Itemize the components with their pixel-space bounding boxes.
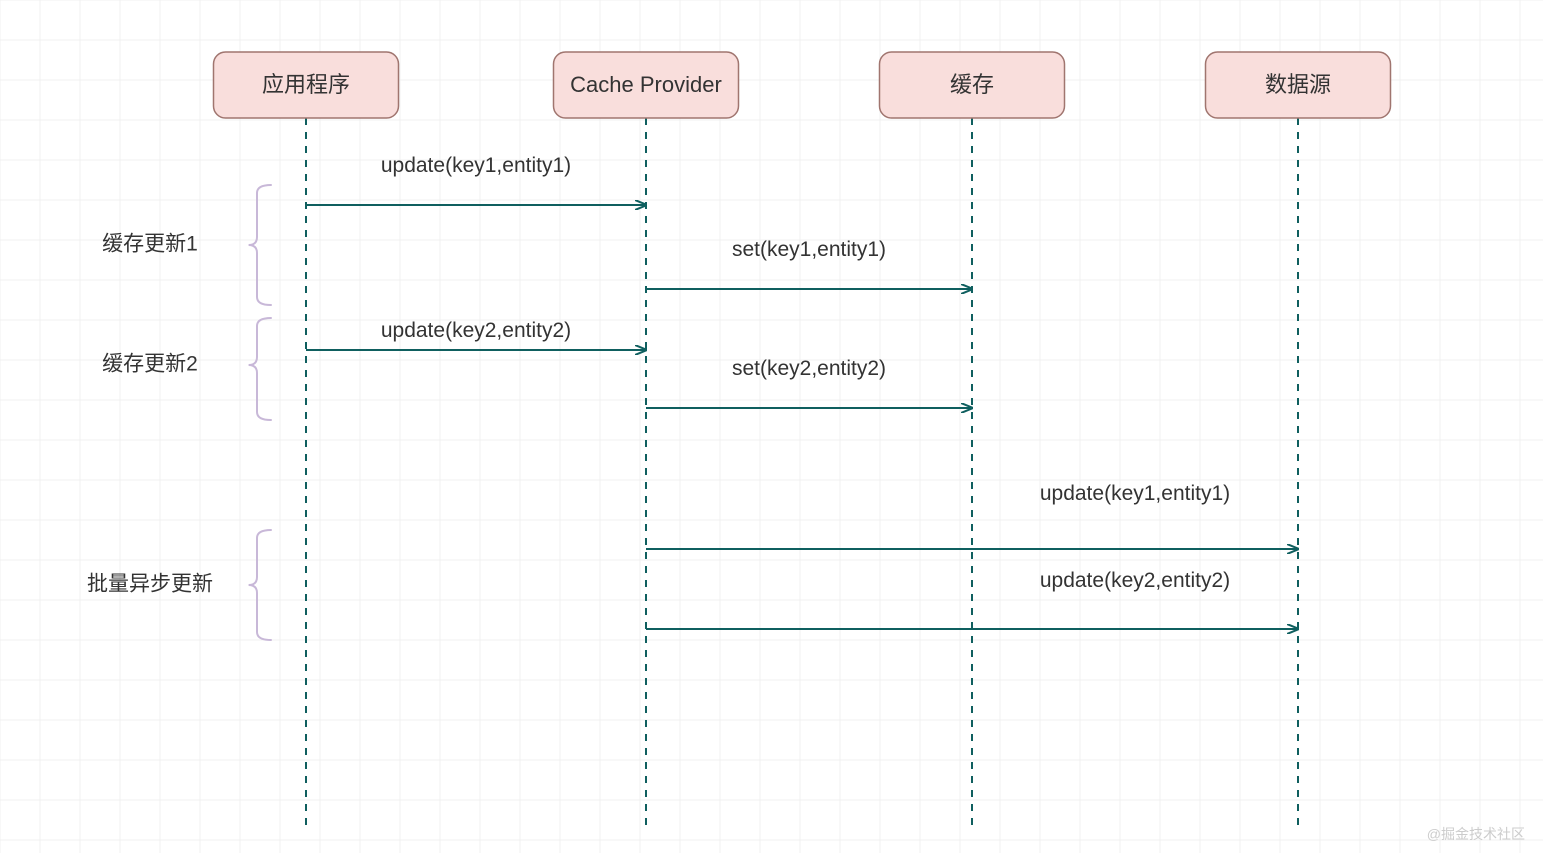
lifeline-label-provider: Cache Provider [570,72,722,97]
message-label-5: update(key2,entity2) [1040,569,1230,592]
lifeline-label-cache: 缓存 [950,72,994,97]
lifeline-label-app: 应用程序 [262,72,350,97]
message-label-0: update(key1,entity1) [381,154,571,177]
watermark: @掘金技术社区 [1427,826,1525,842]
group-label-1: 缓存更新2 [102,353,198,376]
sequence-diagram: 缓存更新1 缓存更新2 批量异步更新 update(key1,entity1) set(… [0,0,1543,853]
group-label-2: 批量异步更新 [87,573,213,596]
message-label-3: set(key2,entity2) [732,357,886,380]
message-label-2: update(key2,entity2) [381,319,571,342]
group-label-0: 缓存更新1 [102,233,198,256]
lifeline-label-source: 数据源 [1265,72,1331,97]
message-label-4: update(key1,entity1) [1040,482,1230,505]
message-label-1: set(key1,entity1) [732,238,886,261]
